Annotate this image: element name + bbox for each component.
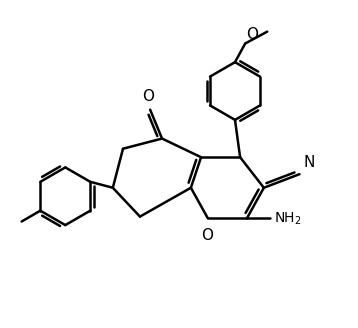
Text: O: O — [142, 89, 154, 104]
Text: NH$_2$: NH$_2$ — [274, 210, 302, 227]
Text: N: N — [304, 155, 315, 170]
Text: O: O — [201, 228, 213, 243]
Text: O: O — [246, 27, 258, 42]
